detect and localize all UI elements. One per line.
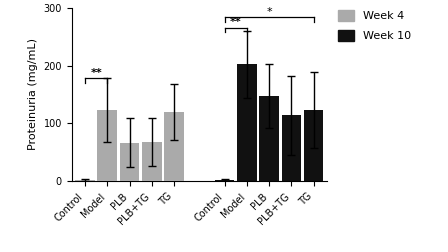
Y-axis label: Proteinuria (mg/mL): Proteinuria (mg/mL) bbox=[28, 39, 38, 150]
Bar bbox=[282, 115, 301, 181]
Bar bbox=[98, 110, 117, 181]
Legend: Week 4, Week 10: Week 4, Week 10 bbox=[338, 10, 411, 41]
Text: **: ** bbox=[230, 17, 241, 27]
Bar bbox=[259, 96, 279, 181]
Text: *: * bbox=[267, 7, 272, 17]
Bar bbox=[142, 142, 162, 181]
Bar bbox=[120, 143, 139, 181]
Bar bbox=[164, 112, 184, 181]
Text: **: ** bbox=[90, 68, 102, 78]
Bar bbox=[304, 110, 323, 181]
Bar bbox=[215, 180, 234, 181]
Bar bbox=[237, 64, 257, 181]
Bar bbox=[75, 180, 95, 181]
